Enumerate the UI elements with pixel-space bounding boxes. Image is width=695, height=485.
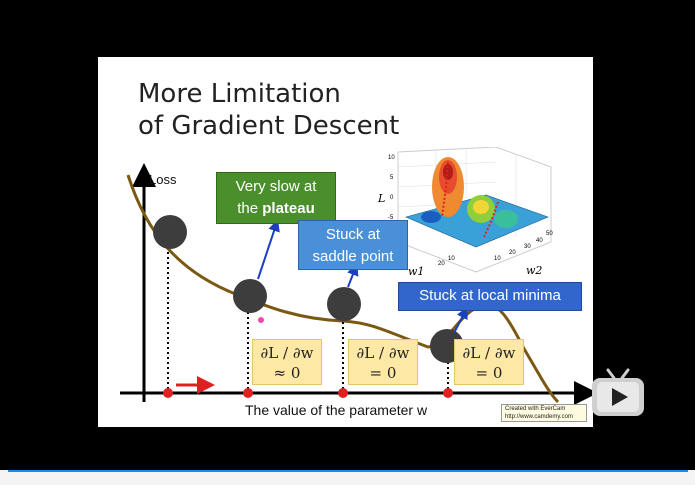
derivative-box: ∂L / ∂w = 0 <box>454 339 524 385</box>
marker-dot <box>338 388 348 398</box>
plateau-callout-bold: plateau <box>262 200 315 217</box>
svg-text:-5: -5 <box>388 215 394 221</box>
z-label: L <box>377 192 385 205</box>
plateau-callout: Very slow at the plateau <box>216 172 336 224</box>
svg-text:5: 5 <box>390 175 394 181</box>
svg-text:50: 50 <box>546 231 553 237</box>
w1-label: w1 <box>408 265 424 277</box>
slide-title-line2: of Gradient Descent <box>138 111 400 141</box>
ball <box>327 287 361 321</box>
plateau-callout-prefix: the <box>237 200 263 217</box>
marker-dot <box>243 388 253 398</box>
slide: More Limitation of Gradient Descent <box>98 57 593 427</box>
y-axis-label: Loss <box>149 172 177 187</box>
callout-arrow <box>347 263 359 288</box>
svg-text:0: 0 <box>390 195 394 201</box>
saddle-callout-line1: Stuck at <box>325 226 381 243</box>
saddle-callout: Stuck at saddle point <box>298 220 408 270</box>
plateau-callout-line1: Very slow at <box>235 178 317 195</box>
callout-arrow <box>453 306 468 334</box>
cursor-dot <box>258 317 264 323</box>
slide-title-line1: More Limitation <box>138 79 341 109</box>
svg-text:20: 20 <box>509 250 516 256</box>
play-icon[interactable] <box>590 368 646 418</box>
svg-text:10: 10 <box>388 155 395 161</box>
derivative-box: ∂L / ∂w ≈ 0 <box>252 339 322 385</box>
marker-dot <box>163 388 173 398</box>
x-axis-label: The value of the parameter w <box>245 402 428 418</box>
callout-arrow <box>257 219 280 280</box>
evercam-watermark: Created with EverCam http://www.camdemy.… <box>501 404 587 422</box>
bottom-bar <box>0 470 695 485</box>
ball <box>233 279 267 313</box>
marker-dot <box>443 388 453 398</box>
ball <box>153 215 187 249</box>
svg-text:30: 30 <box>524 244 531 250</box>
svg-text:20: 20 <box>438 261 445 267</box>
svg-text:40: 40 <box>536 238 543 244</box>
svg-text:10: 10 <box>494 256 501 262</box>
derivative-box: ∂L / ∂w = 0 <box>348 339 418 385</box>
surface-plot: L 10 5 0 -5 w1 w2 10 20 10 20 30 40 50 <box>377 147 553 277</box>
w2-label: w2 <box>526 264 542 277</box>
svg-text:10: 10 <box>448 256 455 262</box>
local-minima-callout: Stuck at local minima <box>398 282 582 311</box>
gradient-descent-diagram <box>120 163 593 405</box>
progress-line[interactable] <box>8 470 688 472</box>
saddle-callout-line2: saddle point <box>312 248 394 265</box>
